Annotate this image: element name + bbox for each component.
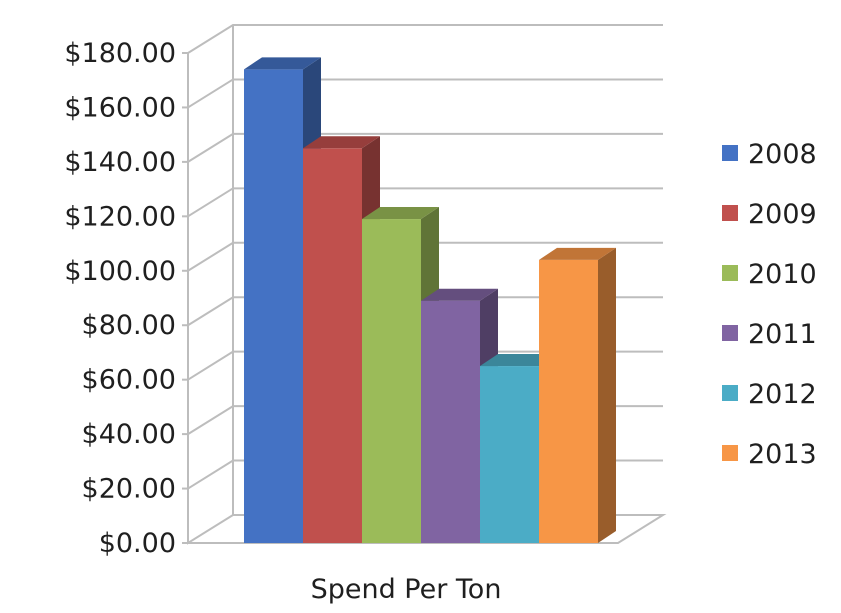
bar-top — [244, 57, 321, 70]
legend-item-2011: 2011 — [722, 319, 817, 350]
bar-top — [421, 288, 498, 301]
legend-label: 2009 — [748, 199, 817, 230]
legend-item-2009: 2009 — [722, 199, 817, 230]
y-axis-ticks: $0.00 $20.00 $40.00 $60.00 $80.00 $100.00 $120… — [64, 38, 188, 559]
legend-label: 2010 — [748, 259, 817, 290]
x-axis-label: Spend Per Ton — [311, 574, 502, 605]
legend-item-2010: 2010 — [722, 259, 817, 290]
bar-front — [303, 148, 362, 543]
gridline — [187, 132, 663, 163]
bar-top — [539, 247, 616, 260]
legend-item-2012: 2012 — [722, 379, 817, 410]
gridline — [187, 350, 663, 381]
y-tick-label: $100.00 — [64, 256, 176, 287]
gridlines — [187, 24, 663, 490]
bar-front — [480, 366, 539, 543]
bar-2013 — [539, 247, 616, 543]
y-tick-label: $20.00 — [82, 474, 176, 505]
bar-front — [362, 219, 421, 544]
y-tick-label: $180.00 — [64, 38, 176, 69]
legend-swatch — [722, 145, 738, 161]
legend-swatch — [722, 265, 738, 281]
y-tick-label: $60.00 — [82, 365, 176, 396]
bar-front — [421, 300, 480, 543]
legend-label: 2012 — [748, 379, 817, 410]
gridline — [187, 187, 663, 218]
bar-top — [480, 354, 557, 367]
bar-front — [539, 259, 598, 543]
legend-item-2008: 2008 — [722, 139, 817, 170]
gridline — [187, 78, 663, 109]
bars — [244, 57, 616, 544]
gridline — [187, 241, 663, 272]
legend-item-2013: 2013 — [722, 439, 817, 470]
y-tick-label: $120.00 — [64, 201, 176, 232]
bar-side — [598, 247, 616, 543]
legend-swatch — [722, 205, 738, 221]
legend-swatch — [722, 325, 738, 341]
bar-top — [362, 207, 439, 220]
gridline — [187, 296, 663, 327]
y-tick-label: $0.00 — [99, 528, 176, 559]
legend-label: 2013 — [748, 439, 817, 470]
legend: 2008 2009 2010 2011 2012 2013 — [722, 139, 817, 470]
y-tick-label: $40.00 — [82, 419, 176, 450]
y-tick-label: $80.00 — [82, 310, 176, 341]
left-wall-edge — [187, 53, 234, 545]
gridline — [187, 24, 663, 54]
legend-swatch — [722, 445, 738, 461]
legend-swatch — [722, 385, 738, 401]
bar-front — [244, 69, 303, 543]
y-tick-label: $140.00 — [64, 147, 176, 178]
bar-top — [303, 136, 380, 149]
legend-label: 2008 — [748, 139, 817, 170]
y-tick-label: $160.00 — [64, 92, 176, 123]
legend-label: 2011 — [748, 319, 817, 350]
